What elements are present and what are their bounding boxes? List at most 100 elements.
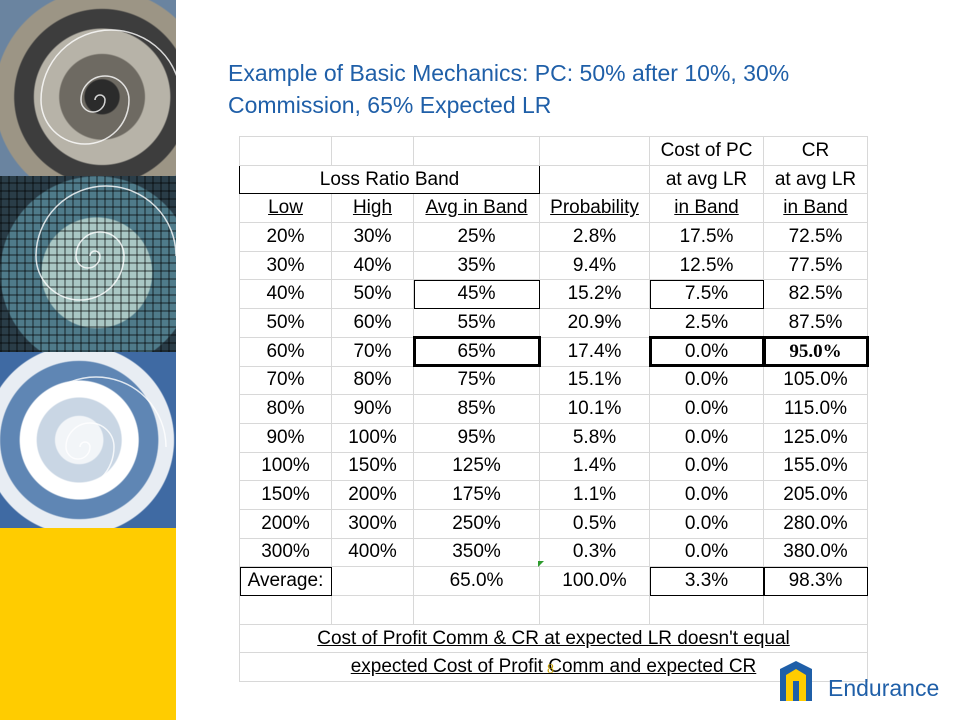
cell-high: 50% [331,279,414,310]
cell-cr: 77.5% [763,250,868,281]
cell-pc: 0.0% [648,336,765,367]
cell-prob: 0.3% [539,537,650,568]
cell-cr: 115.0% [763,394,868,424]
note-line-2: expected Cost of Profit Comm and expecte… [239,652,868,683]
cell-high: 70% [331,336,414,367]
cell-cr: 72.5% [763,222,868,252]
cell-low: 30% [239,250,332,281]
cell-avg: 95% [413,422,540,453]
average-cr: 98.3% [763,566,868,596]
cell-avg: 55% [413,308,540,338]
header-low: Low [239,193,332,224]
loss-ratio-table: Cost of PC CR Loss Ratio Band at avg LR … [239,136,869,683]
cell-low: 20% [239,222,332,252]
table-row: 100% 150% 125% 1.4% 0.0% 155.0% [239,451,868,482]
average-prob: 100.0% [539,566,650,596]
header-cr: CR [763,136,868,166]
cell-avg: 35% [413,250,540,281]
cell-low: 50% [239,308,332,338]
blank-row [239,595,868,625]
cell-prob: 1.4% [539,451,650,482]
header-row-1: Cost of PC CR [239,136,868,166]
table-row: 300% 400% 350% 0.3% 0.0% 380.0% [239,537,868,568]
cell-avg: 250% [413,508,540,539]
cell-avg: 25% [413,222,540,252]
cell-pc: 2.5% [649,308,764,338]
cell-avg: 125% [413,451,540,482]
cell-high: 90% [331,394,414,424]
cell-high: 150% [331,451,414,482]
cell-pc: 0.0% [649,365,764,396]
cell-cr: 125.0% [763,422,868,453]
cell-cr: 105.0% [763,365,868,396]
cell-pc: 0.0% [649,394,764,424]
cell-low: 90% [239,422,332,453]
table-row: 60% 70% 65% 17.4% 0.0% 95.0% [239,336,869,367]
mesh-image [0,176,176,352]
cell-low: 80% [239,394,332,424]
cell-high: 60% [331,308,414,338]
cell-prob: 0.5% [539,508,650,539]
cell-avg: 65% [412,336,541,367]
table-row: 20% 30% 25% 2.8% 17.5% 72.5% [239,222,868,252]
cell-pc: 7.5% [649,279,764,310]
table-row: 70% 80% 75% 15.1% 0.0% 105.0% [239,365,868,396]
green-tick-marker [538,561,544,567]
cell-high: 400% [331,537,414,568]
cell-pc: 17.5% [649,222,764,252]
cell-cr: 280.0% [763,508,868,539]
cell-low: 150% [239,480,332,510]
cell-pc: 0.0% [649,480,764,510]
header-pc-in-band: in Band [649,193,764,224]
cell-prob: 10.1% [539,394,650,424]
cell-prob: 2.8% [539,222,650,252]
decorative-image-strip [0,0,176,720]
table-row: 200% 300% 250% 0.5% 0.0% 280.0% [239,508,868,539]
cell-avg: 350% [413,537,540,568]
data-rows: 20% 30% 25% 2.8% 17.5% 72.5% 30% 40% 35% 9.4% 12.5… [239,222,869,568]
turbine-image [0,0,176,176]
header-cr-in-band: in Band [763,193,868,224]
average-pc: 3.3% [649,566,764,596]
cell-low: 200% [239,508,332,539]
header-probability: Probability [539,193,650,224]
table-row: 50% 60% 55% 20.9% 2.5% 87.5% [239,308,868,338]
cell-low: 70% [239,365,332,396]
title-line-1: Example of Basic Mechanics: PC: 50% afte… [228,60,790,86]
cell-high: 200% [331,480,414,510]
table-row: 40% 50% 45% 15.2% 7.5% 82.5% [239,279,868,310]
cell-prob: 5.8% [539,422,650,453]
cell-high: 40% [331,250,414,281]
cell-prob: 20.9% [539,308,650,338]
cell-avg: 85% [413,394,540,424]
cell-cr: 380.0% [763,537,868,568]
endurance-logo-text: Endurance [828,675,940,701]
cell-cr: 82.5% [763,279,868,310]
cell-prob: 1.1% [539,480,650,510]
header-row-2: Loss Ratio Band at avg LR at avg LR [239,164,868,195]
cell-low: 40% [239,279,332,310]
table-row: 30% 40% 35% 9.4% 12.5% 77.5% [239,250,868,281]
cell-pc: 12.5% [649,250,764,281]
table-row: 80% 90% 85% 10.1% 0.0% 115.0% [239,394,868,424]
cell-avg: 75% [413,365,540,396]
cell-low: 60% [239,336,332,367]
cell-low: 100% [239,451,332,482]
cell-high: 100% [331,422,414,453]
cell-pc: 0.0% [649,451,764,482]
header-pc-at-avg: at avg LR [649,164,764,195]
cell-cr: 155.0% [763,451,868,482]
cell-pc: 0.0% [649,508,764,539]
cell-high: 30% [331,222,414,252]
cell-avg: 175% [413,480,540,510]
average-avg: 65.0% [413,566,540,596]
header-row-3: Low High Avg in Band Probability in Band… [239,193,868,224]
note-row-2: expected Cost of Profit Comm and expecte… [239,652,868,683]
cell-prob: 17.4% [539,336,650,367]
cell-pc: 0.0% [649,537,764,568]
slide-title: Example of Basic Mechanics: PC: 50% afte… [228,57,928,121]
title-line-2: Commission, 65% Expected LR [228,92,552,118]
page-number: 8 [547,662,554,677]
cell-avg: 45% [413,279,540,310]
table-row: 90% 100% 95% 5.8% 0.0% 125.0% [239,422,868,453]
